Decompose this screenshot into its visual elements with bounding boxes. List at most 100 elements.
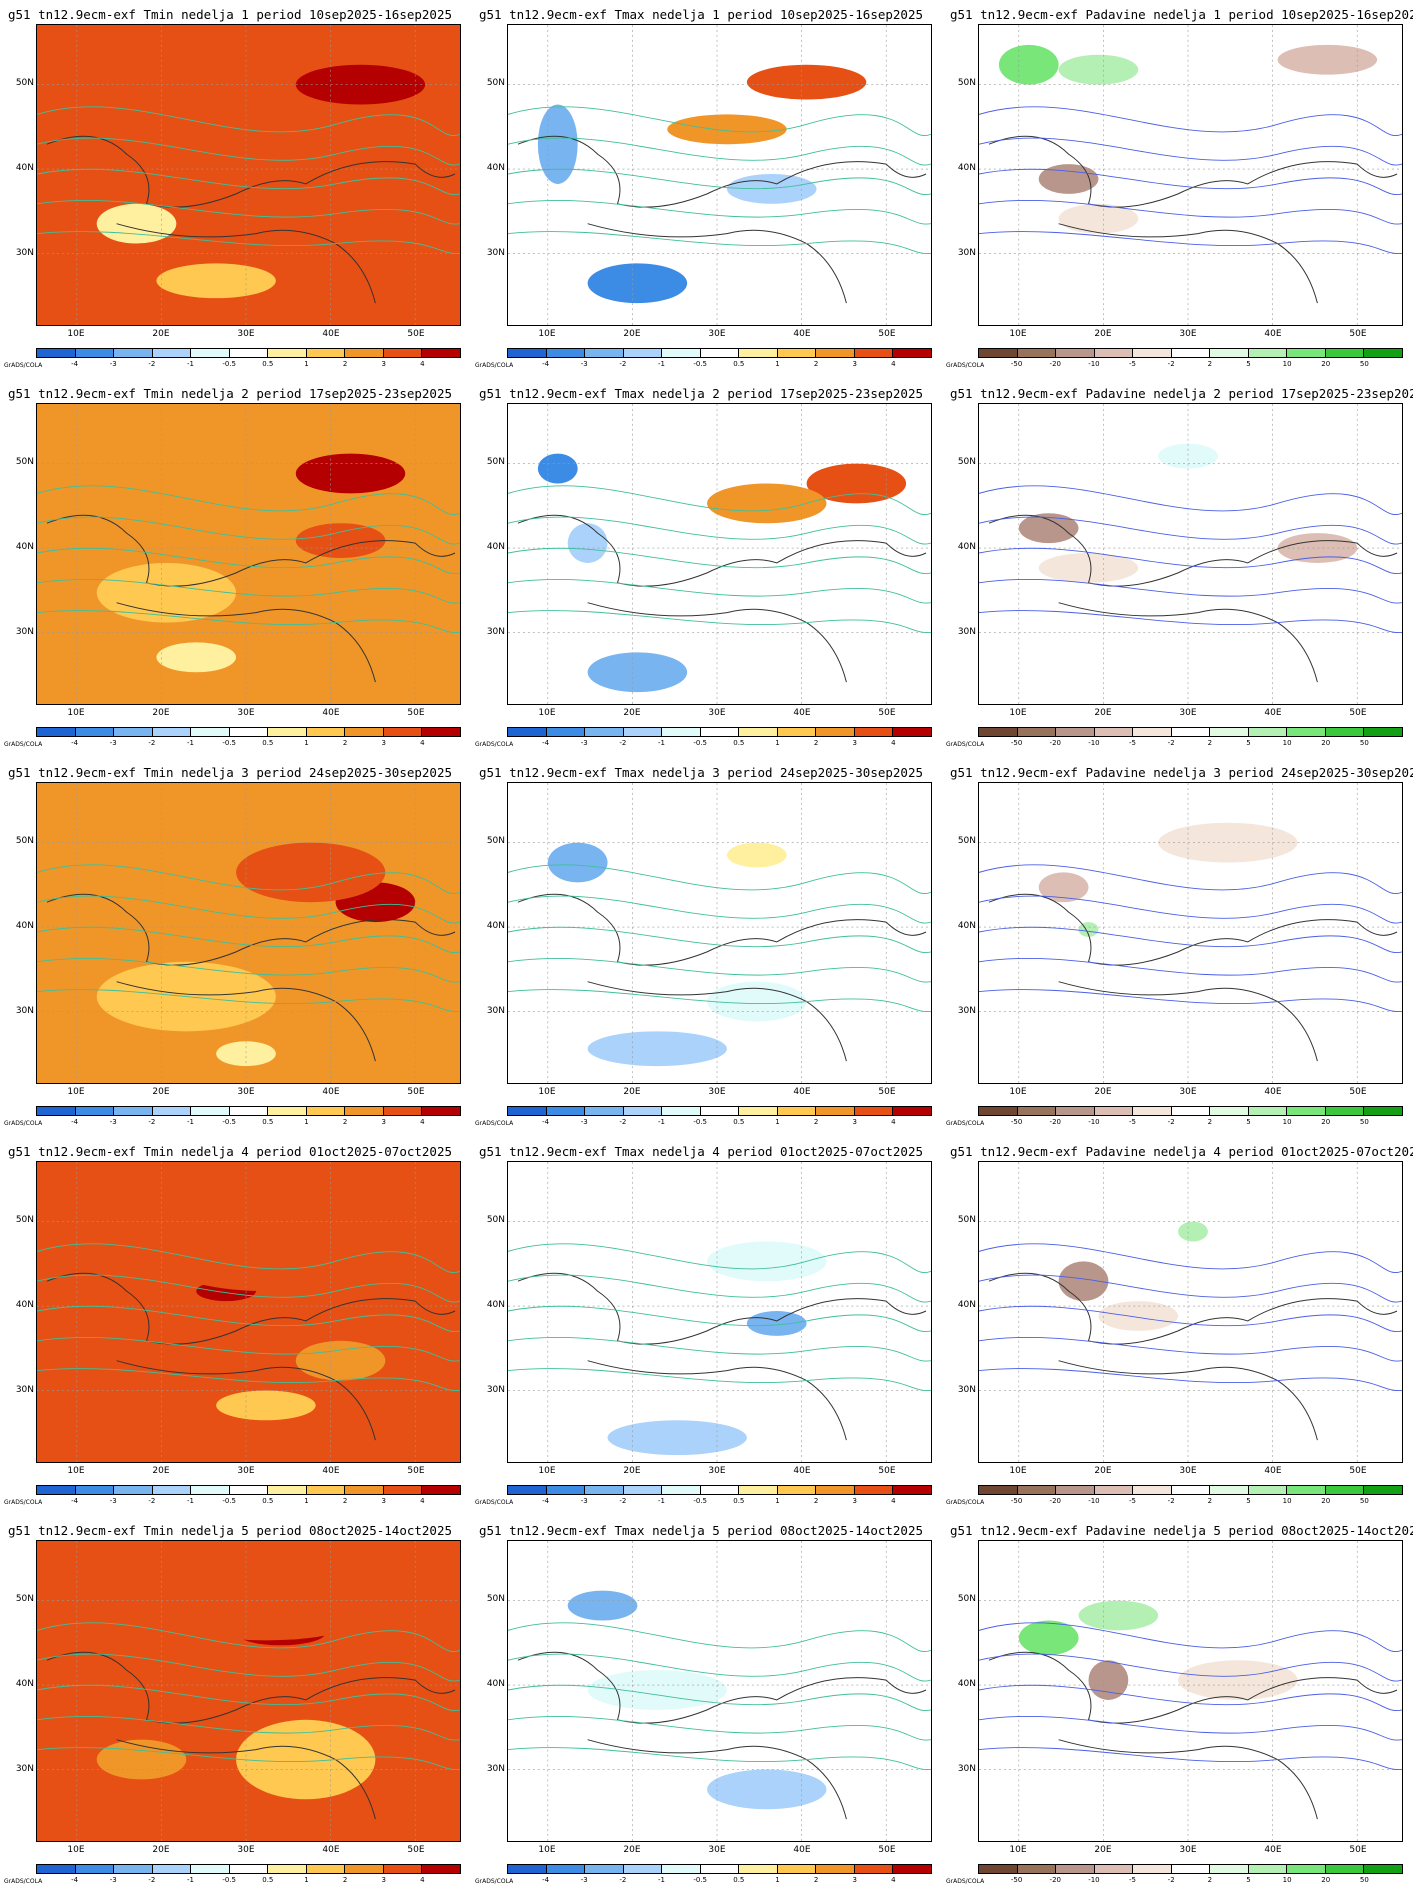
colorbar — [507, 1106, 932, 1116]
colorbar-swatch — [1094, 728, 1134, 736]
colorbar-swatch — [700, 349, 740, 357]
lat-label: 30N — [15, 1764, 34, 1774]
lon-label: 20E — [1094, 1466, 1112, 1476]
colorbar-swatch — [383, 349, 423, 357]
colorbar-label: 50 — [1359, 360, 1369, 368]
lat-label: 40N — [15, 542, 34, 552]
colorbar-label: -4 — [542, 1118, 550, 1126]
colorbar — [507, 1485, 932, 1495]
colorbar-swatch — [152, 1486, 192, 1494]
colorbar-swatch — [585, 728, 624, 736]
lat-label: 50N — [486, 78, 505, 88]
colorbar-swatch — [979, 728, 1018, 736]
colorbar-label: -3 — [580, 1118, 588, 1126]
lon-label: 10E — [1009, 1087, 1027, 1097]
colorbar-swatch — [422, 1486, 461, 1494]
colorbar-swatch — [1325, 728, 1365, 736]
lat-label: 50N — [15, 836, 34, 846]
lon-label: 30E — [1179, 1845, 1197, 1855]
colorbar-label: 4 — [891, 360, 896, 368]
lon-label: 50E — [407, 1845, 425, 1855]
colorbar-label: -4 — [71, 360, 79, 368]
colorbar-swatch — [739, 1486, 778, 1494]
colorbar-label: 4 — [891, 1497, 896, 1505]
colorbar-swatch — [345, 1107, 384, 1115]
lon-label: 50E — [878, 1087, 896, 1097]
lon-label: 40E — [322, 1845, 340, 1855]
colorbar-swatch — [893, 1486, 932, 1494]
colorbar-swatch — [75, 1486, 115, 1494]
colorbar-label: 2 — [1207, 360, 1213, 368]
colorbar-swatch — [979, 1865, 1018, 1873]
colorbar-swatch — [700, 1486, 740, 1494]
colorbar-label: 10 — [1282, 739, 1292, 747]
colorbar-label: -3 — [109, 1876, 117, 1884]
colorbar-swatch — [508, 1865, 547, 1873]
colorbar-label: 2 — [813, 1497, 819, 1505]
map-area — [36, 1540, 461, 1842]
colorbar-swatch — [585, 1486, 624, 1494]
colorbar-label: -20 — [1049, 1118, 1061, 1126]
grads-credit: GrADS/COLA — [4, 741, 43, 748]
colorbar-swatch — [1171, 349, 1211, 357]
colorbar-swatch — [739, 349, 778, 357]
colorbar-swatch — [508, 349, 547, 357]
map-area — [978, 24, 1403, 326]
lon-label: 10E — [538, 1466, 556, 1476]
lon-label: 50E — [1349, 708, 1367, 718]
colorbar-label: -2 — [148, 1118, 156, 1126]
colorbar-label: 2 — [1207, 739, 1213, 747]
colorbar-swatch — [700, 1107, 740, 1115]
colorbar-swatch — [1210, 349, 1249, 357]
colorbar-label: 4 — [891, 1876, 896, 1884]
colorbar-label: 10 — [1282, 360, 1292, 368]
colorbar-label: -4 — [71, 1118, 79, 1126]
colorbar-swatch — [1325, 349, 1365, 357]
colorbar-swatch — [306, 1107, 346, 1115]
colorbar-swatch — [1210, 728, 1249, 736]
colorbar-swatch — [1325, 1865, 1365, 1873]
colorbar-label: 5 — [1246, 360, 1251, 368]
colorbar-label: 2 — [342, 739, 348, 747]
colorbar-label: -50 — [1010, 1497, 1023, 1505]
colorbar-label: 1 — [304, 360, 309, 368]
lon-label: 40E — [322, 1466, 340, 1476]
colorbar-label: -2 — [148, 1497, 156, 1505]
colorbar-label: 4 — [420, 1876, 425, 1884]
map-panel-tmin-week2: g51 tn12.9ecm-exf Tmin nedelja 2 period … — [0, 379, 471, 758]
colorbar-swatch — [1094, 1107, 1134, 1115]
lon-label: 50E — [407, 1087, 425, 1097]
colorbar-label: -2 — [619, 360, 627, 368]
map-panel-tmin-week5: g51 tn12.9ecm-exf Tmin nedelja 5 period … — [0, 1516, 471, 1895]
lon-label: 50E — [1349, 1845, 1367, 1855]
colorbar-swatch — [777, 1865, 817, 1873]
colorbar-swatch — [383, 1107, 423, 1115]
panel-title: g51 tn12.9ecm-exf Tmin nedelja 4 period … — [8, 1144, 453, 1159]
colorbar-label: 5 — [1246, 1118, 1251, 1126]
colorbar-label: 4 — [891, 1118, 896, 1126]
lat-label: 50N — [957, 78, 976, 88]
colorbar — [36, 1864, 461, 1874]
colorbar-label: -2 — [619, 1497, 627, 1505]
colorbar-label: -2 — [1167, 1497, 1175, 1505]
colorbar-label: -0.5 — [222, 1876, 236, 1884]
colorbar — [507, 348, 932, 358]
lon-label: 20E — [152, 1845, 170, 1855]
lat-label: 30N — [15, 248, 34, 258]
colorbar-label: -3 — [109, 1118, 117, 1126]
lon-label: 10E — [1009, 708, 1027, 718]
colorbar-label: -3 — [580, 1876, 588, 1884]
colorbar-label: -0.5 — [693, 1876, 707, 1884]
colorbar-swatch — [816, 1865, 855, 1873]
colorbar-swatch — [854, 1486, 894, 1494]
grads-credit: GrADS/COLA — [4, 362, 43, 369]
colorbar-label: -50 — [1010, 360, 1023, 368]
colorbar-swatch — [1287, 1865, 1326, 1873]
colorbar-swatch — [229, 1486, 269, 1494]
colorbar-swatch — [854, 728, 894, 736]
lon-label: 20E — [152, 708, 170, 718]
colorbar-label: 4 — [420, 1497, 425, 1505]
lon-label: 30E — [237, 1087, 255, 1097]
colorbar-swatch — [229, 1865, 269, 1873]
colorbar-swatch — [422, 1107, 461, 1115]
